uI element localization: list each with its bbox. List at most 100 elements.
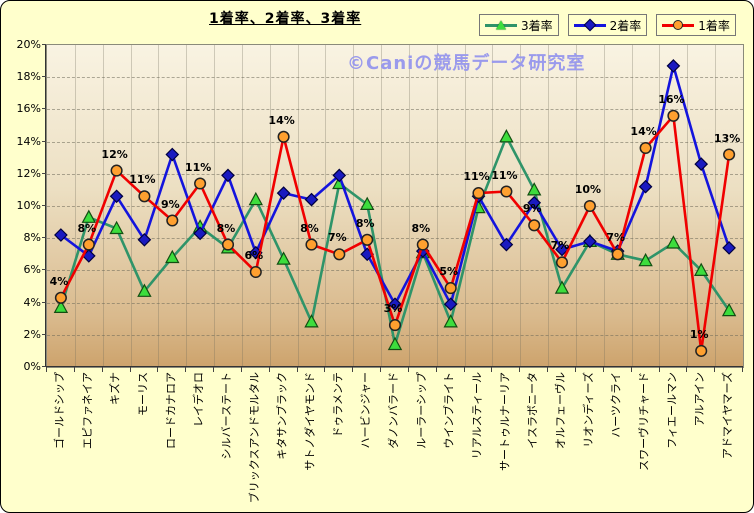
data-point-diamond	[137, 232, 152, 247]
x-axis-labels: ゴールドシップ エピファネイア キズナ モーリス ロードカナロア レイデオロ シルバーステー…	[46, 370, 742, 512]
data-label: 14%	[630, 125, 657, 138]
diamond-marker-icon	[583, 18, 597, 32]
v-gridline	[74, 45, 76, 367]
v-gridline	[492, 45, 494, 367]
v-gridline	[603, 45, 605, 367]
x-tick-mark	[602, 367, 604, 372]
data-point-triangle	[693, 262, 709, 276]
data-point-circle	[305, 238, 318, 251]
data-point-circle	[695, 344, 708, 357]
legend-item-label: 3着率	[521, 18, 553, 33]
data-point-triangle	[499, 129, 514, 143]
x-tick-mark	[213, 367, 214, 372]
data-label: 13%	[713, 131, 741, 145]
data-point-triangle	[721, 302, 737, 317]
y-axis-tick-label: 10%	[16, 199, 41, 212]
data-point-diamond	[527, 195, 542, 210]
data-point-circle	[416, 238, 429, 251]
data-label: 4%	[49, 274, 69, 288]
h-gridline	[47, 173, 743, 175]
data-point-circle	[388, 319, 402, 332]
data-label: 7%	[327, 231, 347, 245]
x-axis-category-label: ブリックスアンドモルタル	[247, 372, 261, 504]
data-point-circle	[138, 190, 151, 203]
h-gridline	[47, 270, 743, 272]
data-point-diamond	[583, 234, 597, 249]
x-axis-category-label: アドマイヤマーズ	[721, 372, 735, 460]
x-axis-category-label: レイデオロ	[192, 372, 206, 427]
circle-marker-icon	[673, 20, 684, 30]
x-axis-category-label: ルーラーシップ	[414, 372, 428, 449]
data-point-diamond	[332, 168, 347, 183]
v-gridline	[241, 45, 243, 367]
x-tick-mark	[268, 367, 270, 372]
x-tick-mark	[575, 367, 576, 372]
y-axis-tick-label: 6%	[23, 263, 41, 277]
y-axis-tick-label: 8%	[23, 231, 41, 245]
data-point-triangle	[109, 220, 124, 235]
legend-item-2nd-rate: 2着率	[567, 14, 648, 36]
plot-area: ©Caniの競馬データ研究室 4% 8% 12% 11% 9% 11% 8% 6% 14% 8% 7…	[46, 44, 744, 368]
data-point-diamond	[694, 157, 709, 171]
v-gridline	[575, 45, 577, 367]
data-point-diamond	[443, 297, 458, 312]
data-point-circle	[249, 265, 262, 279]
x-tick-mark	[491, 367, 493, 372]
x-tick-mark	[46, 367, 47, 372]
x-tick-mark	[185, 367, 187, 372]
data-point-circle	[639, 141, 652, 155]
y-tick-mark	[42, 301, 46, 303]
x-tick-mark	[324, 367, 326, 372]
v-gridline	[297, 45, 299, 367]
data-point-diamond	[304, 192, 319, 207]
x-axis-category-label: ロードカナロア	[164, 372, 178, 449]
x-axis-category-label: フィエールマン	[665, 372, 679, 449]
chart-title: 1着率、2着率、3着率	[209, 11, 362, 27]
data-point-triangle	[443, 314, 458, 328]
data-label: 8%	[355, 216, 375, 230]
x-axis-category-label: キズナ	[108, 372, 122, 405]
x-axis-line	[45, 366, 743, 367]
x-tick-mark	[240, 367, 242, 372]
v-gridline	[520, 45, 522, 367]
v-gridline	[436, 45, 438, 367]
data-point-circle	[611, 248, 624, 261]
y-axis-tick-label: 20%	[16, 38, 41, 51]
x-tick-mark	[101, 367, 103, 372]
y-tick-mark	[42, 140, 46, 142]
data-point-circle	[583, 199, 596, 213]
x-axis-category-label: モーリス	[136, 372, 150, 416]
data-point-circle	[110, 164, 123, 177]
legend-item-label: 2着率	[609, 18, 642, 33]
v-gridline	[158, 45, 160, 367]
x-tick-mark	[157, 367, 159, 372]
data-label: 9%	[160, 197, 180, 211]
data-label: 5%	[439, 265, 459, 279]
x-tick-mark	[658, 367, 660, 372]
data-label: 14%	[268, 113, 295, 127]
v-gridline	[186, 45, 188, 367]
data-point-circle	[82, 238, 95, 251]
y-tick-mark	[42, 237, 46, 239]
v-gridline	[353, 45, 355, 367]
h-gridline	[47, 141, 743, 143]
v-gridline	[408, 45, 410, 367]
watermark: ©Caniの競馬データ研究室	[347, 53, 586, 74]
data-point-circle	[54, 291, 67, 304]
x-axis-category-label: シルバーステート	[220, 372, 233, 460]
v-gridline	[631, 45, 633, 367]
y-axis-tick-label: 4%	[23, 295, 41, 309]
series-plot	[53, 59, 737, 357]
data-point-diamond	[54, 228, 68, 242]
data-point-circle	[555, 256, 569, 269]
v-gridline	[464, 45, 466, 367]
data-point-circle	[194, 177, 207, 190]
data-label: 3%	[383, 302, 403, 316]
y-tick-mark	[42, 205, 46, 206]
h-gridline	[47, 206, 743, 207]
y-axis-tick-label: 12%	[16, 166, 41, 180]
data-label: 11%	[184, 160, 212, 174]
data-label: 16%	[658, 92, 685, 106]
data-point-circle	[723, 148, 736, 161]
data-label: 11%	[491, 168, 518, 182]
